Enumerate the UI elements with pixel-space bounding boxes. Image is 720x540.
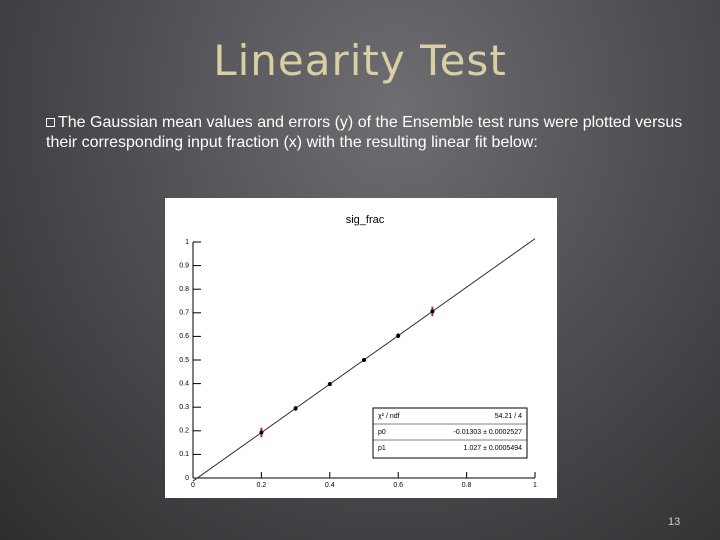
point [327,382,332,387]
x-tick-label: 0.6 [393,482,403,489]
y-tick-label: 0.1 [179,451,189,458]
point [259,430,264,435]
y-tick-label: 0.9 [179,262,189,269]
point [430,309,435,314]
bullet-text: The Gaussian mean values and errors (y) … [46,114,683,151]
chart-title: sig_frac [346,214,385,226]
y-tick-label: 0.2 [179,428,189,435]
y-tick-label: 0.5 [179,357,189,364]
point [396,333,401,338]
bullet-mark [46,118,55,127]
x-tick-label: 0.8 [462,482,472,489]
x-tick-label: 0.4 [325,482,335,489]
point [293,406,298,411]
stat-name: p0 [378,429,386,436]
point [362,358,366,362]
y-tick-label: 0.3 [179,404,189,411]
stat-value: 54.21 / 4 [495,413,522,420]
x-tick-label: 0.2 [257,482,267,489]
x-tick-label: 1 [533,482,537,489]
y-tick-label: 0 [185,475,189,482]
y-tick-label: 0.4 [179,380,189,387]
stat-name: χ² / ndf [378,413,400,420]
stat-value: -0.01303 ± 0.0002527 [454,429,523,436]
page-number: 13 [668,516,681,528]
stat-value: 1.027 ± 0.0005494 [464,445,522,452]
y-tick-label: 1 [185,239,189,246]
slide-title: Linearity Test [213,36,507,85]
stat-name: p1 [378,445,386,452]
x-tick-label: 0 [191,482,195,489]
y-tick-label: 0.7 [179,310,189,317]
y-tick-label: 0.6 [179,333,189,340]
stats-box [372,407,528,459]
chart: sig_frac 0 0.2 0.4 0.6 0.8 1 0 0.1 0.2 0.3 0.4 0.5 0… [165,198,557,498]
y-tick-label: 0.8 [179,286,189,293]
